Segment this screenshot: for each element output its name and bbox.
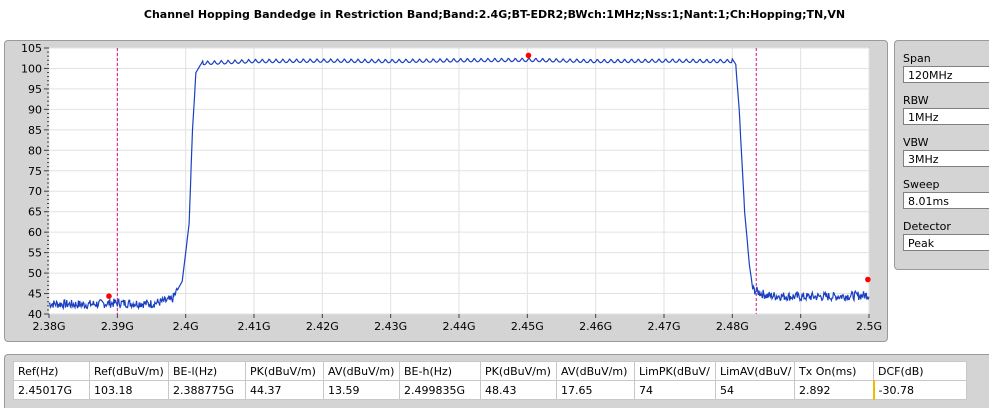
- y-tick-label: 75: [28, 165, 42, 178]
- column-header[interactable]: BE-h(Hz): [399, 361, 481, 381]
- y-tick-label: 105: [21, 42, 42, 55]
- results-table: Ref(Hz) Ref(dBuV/m) BE-l(Hz) PK(dBuV/m) …: [13, 361, 967, 400]
- detector-control: Detector Peak: [903, 219, 989, 251]
- vbw-field[interactable]: 3MHz: [903, 150, 989, 167]
- span-field[interactable]: 120MHz: [903, 66, 989, 83]
- y-tick-label: 90: [28, 103, 42, 116]
- table-cell[interactable]: 48.43: [480, 380, 557, 400]
- x-tick-label: 2.46G: [579, 320, 612, 333]
- peak-marker: [525, 52, 532, 59]
- x-tick-label: 2.42G: [306, 320, 339, 333]
- table-cell[interactable]: 44.37: [245, 380, 324, 400]
- y-tick-label: 95: [28, 83, 42, 96]
- span-control: Span 120MHz: [903, 51, 989, 83]
- table-cell[interactable]: 2.499835G: [399, 380, 481, 400]
- sweep-label: Sweep: [903, 178, 940, 191]
- column-header[interactable]: DCF(dB): [873, 361, 967, 381]
- column-header[interactable]: Tx On(ms): [794, 361, 874, 381]
- sweep-control: Sweep 8.01ms: [903, 177, 989, 209]
- table-cell[interactable]: 17.65: [556, 380, 635, 400]
- table-cell[interactable]: -30.78: [872, 380, 967, 400]
- column-header[interactable]: LimPK(dBuV/: [634, 361, 716, 381]
- table-row[interactable]: 2.45017G 103.18 2.388775G 44.37 13.59 2.…: [13, 380, 967, 400]
- vbw-control: VBW 3MHz: [903, 135, 989, 167]
- y-tick-label: 80: [28, 144, 42, 157]
- column-header[interactable]: AV(dBuV/m): [323, 361, 400, 381]
- y-tick-label: 50: [28, 267, 42, 280]
- column-header[interactable]: Ref(Hz): [13, 361, 90, 381]
- table-header-row: Ref(Hz) Ref(dBuV/m) BE-l(Hz) PK(dBuV/m) …: [13, 361, 967, 381]
- x-tick-label: 2.4G: [173, 320, 199, 333]
- column-header[interactable]: AV(dBuV/m): [556, 361, 635, 381]
- y-tick-label: 45: [28, 288, 42, 301]
- detector-field[interactable]: Peak: [903, 234, 989, 251]
- x-tick-label: 2.47G: [647, 320, 680, 333]
- detector-label: Detector: [903, 220, 951, 233]
- table-cell[interactable]: 2.45017G: [13, 380, 90, 400]
- span-label: Span: [903, 52, 931, 65]
- table-cell[interactable]: 2.388775G: [168, 380, 246, 400]
- table-cell[interactable]: 2.892: [794, 380, 874, 400]
- x-tick-label: 2.41G: [237, 320, 270, 333]
- table-cell[interactable]: 74: [634, 380, 716, 400]
- table-cell[interactable]: 54: [715, 380, 795, 400]
- peak-marker: [865, 276, 871, 283]
- x-tick-label: 2.45G: [511, 320, 544, 333]
- x-tick-label: 2.44G: [442, 320, 475, 333]
- x-tick-label: 2.5G: [856, 320, 882, 333]
- x-tick-label: 2.39G: [101, 320, 134, 333]
- table-cell[interactable]: 103.18: [89, 380, 169, 400]
- rbw-label: RBW: [903, 94, 929, 107]
- y-tick-label: 55: [28, 247, 42, 260]
- spectrum-chart-panel: 40 45 50 55 60 65 70 75 80 85 90 95 100 105 2.38G 2.39G…: [4, 40, 888, 342]
- x-tick-label: 2.48G: [716, 320, 749, 333]
- x-tick-label: 2.38G: [32, 320, 65, 333]
- results-table-panel: Ref(Hz) Ref(dBuV/m) BE-l(Hz) PK(dBuV/m) …: [4, 354, 989, 408]
- rbw-field[interactable]: 1MHz: [903, 108, 989, 125]
- column-header[interactable]: LimAV(dBuV/: [715, 361, 795, 381]
- y-tick-label: 60: [28, 226, 42, 239]
- spectrum-chart: 40 45 50 55 60 65 70 75 80 85 90 95 100 105 2.38G 2.39G…: [21, 42, 882, 333]
- y-tick-label: 85: [28, 124, 42, 137]
- y-tick-label: 40: [28, 308, 42, 321]
- y-tick-label: 100: [21, 62, 42, 75]
- column-header[interactable]: Ref(dBuV/m): [89, 361, 169, 381]
- spectrum-trace: [48, 57, 870, 311]
- sweep-field[interactable]: 8.01ms: [903, 192, 989, 209]
- vbw-label: VBW: [903, 136, 929, 149]
- column-header[interactable]: PK(dBuV/m): [245, 361, 324, 381]
- table-cell[interactable]: 13.59: [323, 380, 400, 400]
- y-tick-label: 65: [28, 206, 42, 219]
- chart-title: Channel Hopping Bandedge in Restriction …: [143, 8, 846, 21]
- column-header[interactable]: BE-l(Hz): [168, 361, 246, 381]
- peak-marker: [106, 293, 112, 299]
- column-header[interactable]: PK(dBuV/m): [480, 361, 557, 381]
- rbw-control: RBW 1MHz: [903, 93, 989, 125]
- x-tick-label: 2.49G: [784, 320, 817, 333]
- settings-panel: Span 120MHz RBW 1MHz VBW 3MHz Sweep 8.01…: [894, 40, 989, 270]
- x-tick-label: 2.43G: [374, 320, 407, 333]
- y-tick-label: 70: [28, 185, 42, 198]
